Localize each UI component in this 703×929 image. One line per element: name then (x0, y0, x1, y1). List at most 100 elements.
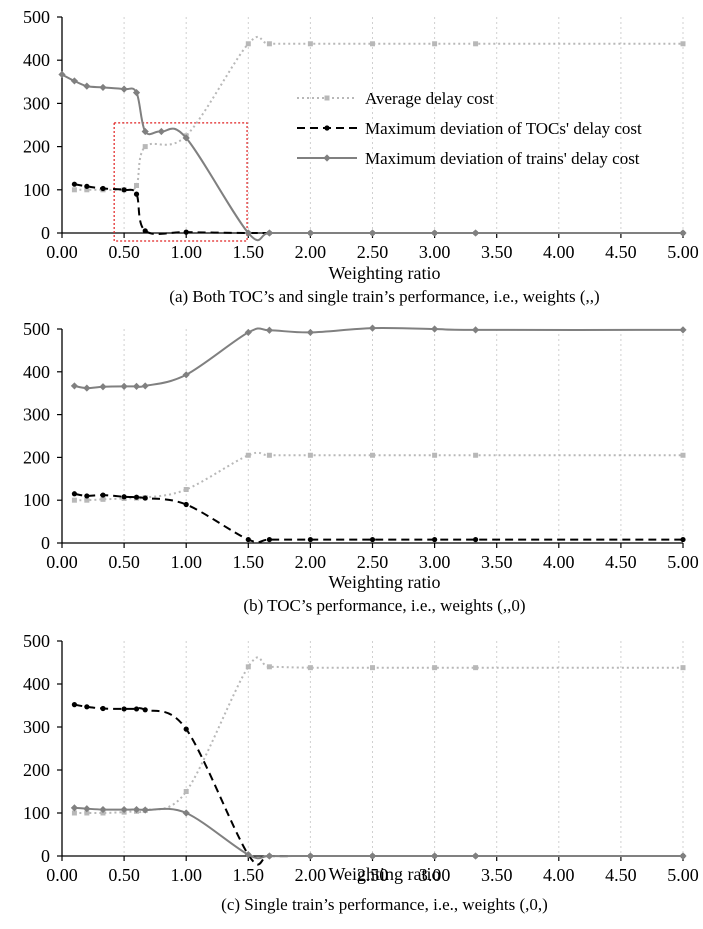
data-point (431, 852, 439, 860)
data-point (71, 187, 77, 193)
y-tick-label: 300 (23, 93, 50, 113)
x-tick-label: 5.00 (667, 865, 699, 885)
data-point (132, 382, 141, 390)
x-tick-label: 2.00 (295, 865, 327, 885)
data-point (141, 382, 149, 390)
data-point (71, 491, 78, 497)
data-point (244, 229, 252, 237)
data-point (100, 705, 106, 712)
data-point (70, 382, 79, 390)
x-tick-label: 0.00 (46, 242, 78, 262)
data-point (121, 494, 127, 500)
x-tick-label: 1.00 (170, 865, 202, 885)
data-point (120, 85, 128, 93)
legend-label: Maximum deviation of TOCs' delay cost (365, 119, 642, 138)
series-1 (71, 656, 686, 816)
data-point (121, 706, 127, 712)
data-point (133, 494, 140, 500)
series-line (74, 326, 684, 390)
data-point (266, 452, 272, 458)
data-point (183, 789, 189, 794)
data-point (680, 452, 686, 458)
series-line (74, 806, 683, 860)
series-line (74, 451, 683, 502)
data-point (100, 496, 106, 502)
data-point (679, 852, 687, 860)
series-line (74, 35, 683, 192)
data-point (183, 487, 189, 492)
data-point (680, 536, 686, 543)
data-point (307, 665, 313, 671)
data-point (245, 664, 251, 670)
x-tick-label: 1.00 (170, 242, 202, 262)
data-point (84, 704, 90, 710)
data-point (472, 536, 479, 543)
data-point (157, 127, 165, 136)
x-tick-label: 4.00 (543, 552, 575, 572)
data-point (368, 229, 377, 237)
data-point (84, 183, 90, 189)
series-1 (71, 451, 686, 503)
y-tick-label: 500 (23, 319, 50, 339)
data-point (431, 325, 439, 333)
y-tick-label: 100 (23, 180, 50, 200)
y-tick-label: 200 (23, 137, 50, 157)
series-line (74, 656, 683, 815)
x-tick-label: 2.50 (357, 865, 389, 885)
x-tick-label: 1.00 (170, 552, 202, 572)
y-tick-label: 0 (41, 533, 50, 553)
data-point (432, 536, 438, 543)
x-tick-label: 1.50 (233, 242, 265, 262)
data-point (132, 805, 141, 814)
data-point (266, 536, 273, 543)
y-tick-label: 300 (23, 717, 50, 737)
y-tick-label: 100 (23, 490, 50, 510)
data-point (182, 134, 190, 142)
x-tick-label: 3.50 (481, 865, 513, 885)
x-tick-label: 1.50 (233, 865, 265, 885)
x-axis-label: Weighting ratio (328, 572, 440, 592)
data-point (120, 382, 128, 390)
data-point (182, 809, 190, 817)
legend: Average delay cost Maximum deviation of T… (297, 89, 642, 168)
data-point (473, 452, 479, 458)
legend-label: Maximum deviation of trains' delay cost (365, 149, 640, 168)
data-point (368, 852, 377, 860)
data-point (83, 384, 91, 392)
legend-marker (323, 154, 331, 162)
data-point (99, 805, 107, 814)
series-line (74, 703, 683, 866)
data-point (142, 495, 148, 501)
x-tick-label: 3.00 (419, 552, 451, 572)
data-point (183, 726, 189, 732)
data-point (370, 452, 375, 458)
data-point (680, 41, 686, 47)
data-point (141, 127, 149, 136)
data-point (306, 229, 314, 237)
x-tick-label: 3.50 (481, 242, 513, 262)
data-point (369, 536, 376, 543)
data-point (58, 70, 66, 79)
data-point (120, 805, 128, 814)
data-point (473, 665, 479, 671)
data-point (266, 664, 272, 670)
data-point (245, 452, 251, 458)
data-point (71, 702, 78, 708)
series-2 (71, 181, 686, 236)
data-point (432, 41, 438, 47)
y-tick-label: 400 (23, 50, 50, 70)
x-tick-label: 0.00 (46, 865, 78, 885)
y-tick-label: 0 (41, 846, 50, 866)
data-point (99, 383, 107, 391)
y-tick-label: 500 (23, 631, 50, 651)
data-point (431, 229, 439, 237)
data-point (265, 852, 274, 860)
data-point (84, 810, 90, 816)
y-tick-label: 300 (23, 405, 50, 425)
x-tick-label: 0.50 (108, 552, 140, 572)
x-tick-label: 0.50 (108, 242, 140, 262)
data-point (307, 41, 313, 47)
x-tick-label: 4.50 (605, 552, 637, 572)
data-point (244, 851, 252, 859)
